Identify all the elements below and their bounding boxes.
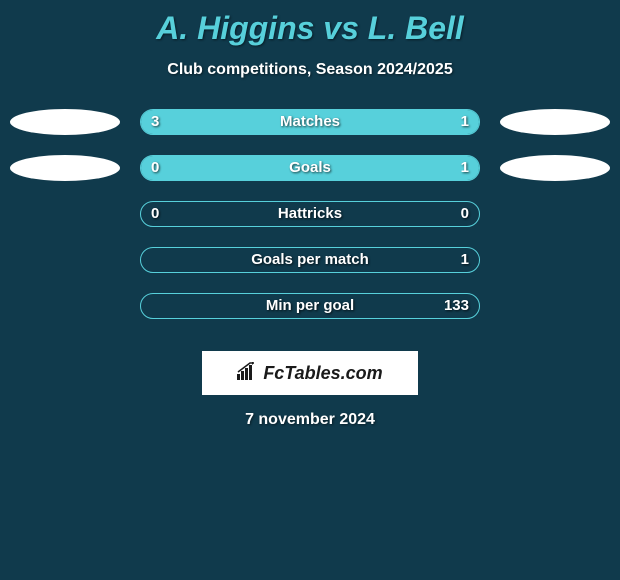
stat-bar-track: 01Goals [140,155,480,181]
subtitle: Club competitions, Season 2024/2025 [0,61,620,79]
stats-area: 31Matches 01Goals 00Hattricks 1Goals per ma… [0,109,620,339]
stat-label: Goals [141,159,479,176]
player-left-marker [10,155,120,181]
logo-box: FcTables.com [202,351,418,395]
stat-row: 133Min per goal [0,293,620,339]
stat-label: Min per goal [141,297,479,314]
date-label: 7 november 2024 [0,411,620,429]
stat-row: 01Goals [0,155,620,201]
stat-row: 00Hattricks [0,201,620,247]
chart-icon [237,362,259,385]
stat-row: 31Matches [0,109,620,155]
page-title: A. Higgins vs L. Bell [0,0,620,47]
stat-bar-track: 133Min per goal [140,293,480,319]
player-right-marker [500,109,610,135]
stat-row: 1Goals per match [0,247,620,293]
stat-label: Goals per match [141,251,479,268]
logo-text: FcTables.com [263,363,382,384]
stat-label: Hattricks [141,205,479,222]
player-left-marker [10,109,120,135]
stat-label: Matches [141,113,479,130]
stat-bar-track: 00Hattricks [140,201,480,227]
player-right-marker [500,155,610,181]
stat-bar-track: 31Matches [140,109,480,135]
comparison-infographic: A. Higgins vs L. Bell Club competitions,… [0,0,620,580]
stat-bar-track: 1Goals per match [140,247,480,273]
